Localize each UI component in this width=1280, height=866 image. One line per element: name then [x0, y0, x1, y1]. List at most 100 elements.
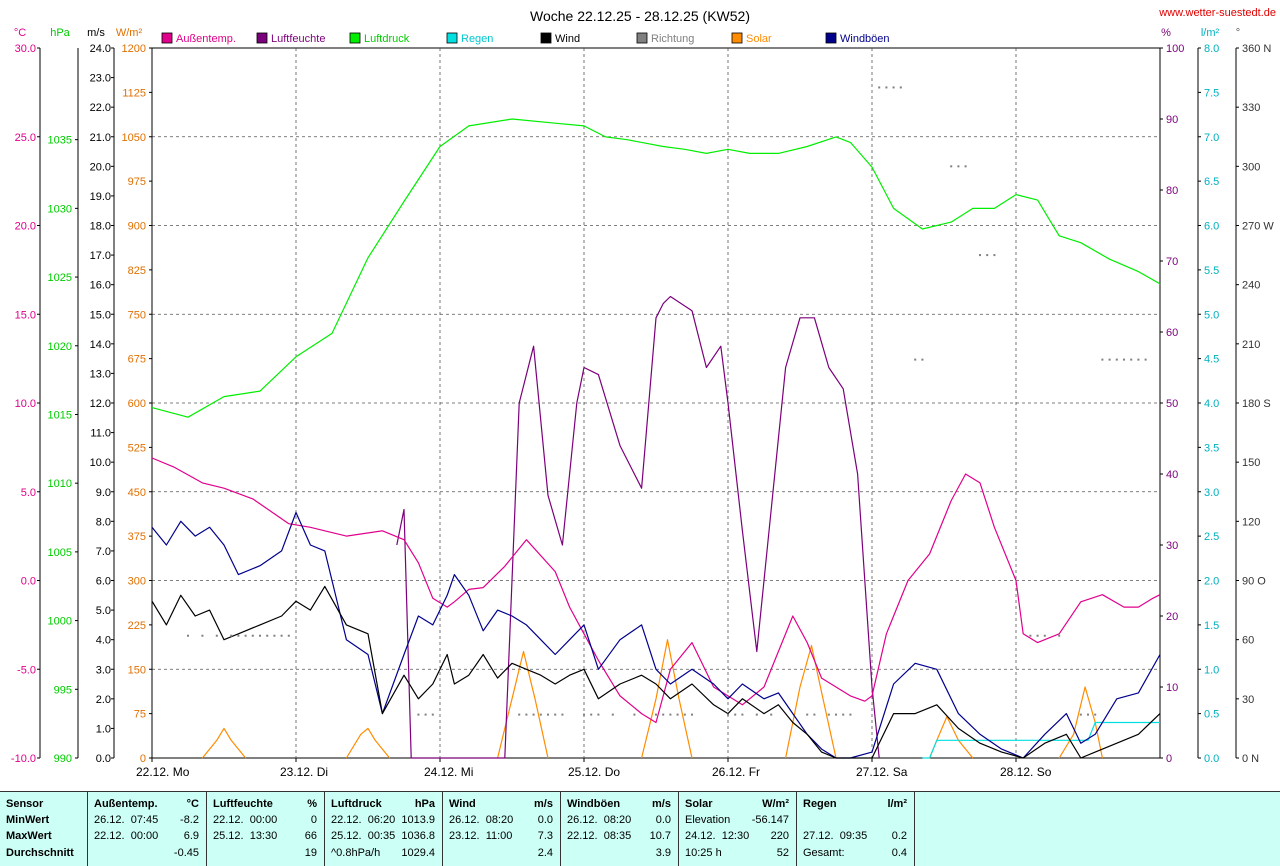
direction-tick-label: 60 — [1242, 635, 1254, 647]
stats-cell-value: 10.7 — [649, 830, 671, 842]
direction-point — [835, 713, 837, 716]
stats-header-label: Sensor — [6, 798, 44, 810]
legend-swatch — [161, 32, 173, 44]
series-solar — [641, 639, 693, 759]
direction-point — [842, 713, 845, 716]
rain-tick-label: 3.0 — [1204, 487, 1219, 499]
direction-point — [899, 86, 902, 89]
wind-tick-label: 11.0 — [90, 428, 111, 440]
rain-tick-label: 7.0 — [1204, 132, 1219, 144]
stats-column: Außentemp. °C 26.12. 07:45 -8.2 22.12. 00:00… — [88, 792, 207, 866]
stats-header-unit: m/s — [534, 798, 553, 810]
rain-tick-label: 4.0 — [1204, 398, 1219, 410]
stats-column: Luftdruck hPa 22.12. 06:20 1013.9 25.12. 00:… — [325, 792, 443, 866]
direction-point — [1079, 713, 1082, 716]
stats-header-unit: % — [307, 798, 317, 810]
stats-header-unit: l/m² — [887, 798, 907, 810]
temp-tick-label: -10.0 — [11, 753, 36, 765]
rain-tick-label: 0.5 — [1204, 709, 1219, 721]
axes: 30.0 25.0 20.0 15.0 10.0 5.0 0.0 -5.0 -10.0 1035 1… — [11, 43, 1274, 779]
legend-item: Wind — [555, 33, 580, 45]
direction-point — [892, 86, 895, 89]
direction-point — [532, 713, 535, 716]
humidity-tick-label: 10 — [1166, 682, 1178, 694]
direction-point — [849, 713, 852, 716]
direction-point — [417, 713, 420, 716]
direction-point — [215, 634, 218, 637]
rain-tick-label: 7.5 — [1204, 87, 1219, 99]
rain-tick-label: 3.5 — [1204, 442, 1219, 454]
stats-cell-value: 66 — [304, 830, 317, 842]
source-link[interactable]: www.wetter-suestedt.de — [1158, 7, 1276, 19]
direction-point — [633, 713, 636, 716]
solar-tick-label: 1125 — [122, 87, 146, 99]
stats-cell-value: -8.2 — [180, 814, 199, 826]
wind-tick-label: 8.0 — [96, 516, 111, 528]
humidity-tick-label: 90 — [1166, 114, 1178, 126]
wind-tick-label: 14.0 — [90, 339, 111, 351]
direction-point — [1043, 634, 1046, 637]
stats-cell-value: 1029.4 — [401, 847, 435, 859]
direction-point — [259, 634, 261, 637]
stats-column: Luftfeuchte% 22.12. 00:00 0 25.12. 13:30 66 1… — [207, 792, 325, 866]
stats-header-label: Windböen — [567, 798, 621, 810]
direction-point — [590, 713, 593, 716]
humidity-tick-label: 80 — [1166, 185, 1178, 197]
solar-unit: W/m² — [116, 27, 143, 39]
stats-cell-value: 1036.8 — [401, 830, 435, 842]
temp-tick-label: 0.0 — [21, 576, 36, 588]
series-regen — [922, 721, 1160, 759]
rain-tick-label: 5.5 — [1204, 265, 1219, 277]
direction-tick-label: 240 — [1242, 280, 1260, 292]
stats-table: Sensor MinWert MaxWert Durchschnitt Außentem… — [0, 791, 1280, 866]
stats-header-label: Regen — [803, 798, 837, 810]
temp-tick-label: 5.0 — [21, 487, 36, 499]
solar-tick-label: 300 — [128, 576, 146, 588]
direction-point — [251, 634, 254, 637]
rain-tick-label: 1.0 — [1204, 664, 1219, 676]
wind-tick-label: 21.0 — [90, 132, 111, 144]
direction-point — [187, 634, 189, 637]
wind-tick-label: 0.0 — [96, 753, 111, 765]
stats-cell-time: 23.12. 11:00 — [449, 830, 513, 842]
direction-point — [287, 634, 290, 637]
direction-point — [280, 634, 283, 637]
legend-item: Regen — [461, 33, 493, 45]
direction-point — [1130, 358, 1133, 361]
direction-point — [230, 634, 233, 637]
pressure-tick-label: 1005 — [48, 547, 72, 559]
direction-point — [921, 358, 924, 361]
wind-tick-label: 23.0 — [90, 73, 111, 85]
wind-tick-label: 17.0 — [90, 250, 111, 262]
temp-tick-label: 15.0 — [15, 309, 36, 321]
solar-tick-label: 225 — [128, 620, 146, 632]
wind-tick-label: 22.0 — [90, 102, 111, 114]
stats-header-label: Luftdruck — [331, 798, 382, 810]
pressure-tick-label: 1020 — [48, 341, 72, 353]
solar-tick-label: 600 — [128, 398, 146, 410]
direction-point — [734, 713, 737, 716]
direction-tick-label: 360 N — [1242, 43, 1271, 55]
stats-cell-value: 19 — [304, 847, 317, 859]
direction-point — [691, 713, 693, 716]
legend-item: Windböen — [840, 33, 890, 45]
weather-chart: Woche 22.12.25 - 28.12.25 (KW52) www.wet… — [11, 7, 1276, 779]
x-tick-label: 25.12. Do — [568, 765, 620, 779]
x-tick-label: 26.12. Fr — [712, 765, 760, 779]
series-auentemp — [151, 457, 1161, 724]
direction-point — [676, 713, 679, 716]
wind-tick-label: 1.0 — [96, 723, 111, 735]
direction-tick-label: 180 S — [1242, 398, 1271, 410]
direction-point — [1137, 358, 1140, 361]
humidity-tick-label: 60 — [1166, 327, 1178, 339]
stats-cell-value: 6.9 — [183, 830, 199, 842]
stats-cell-value: -56.147 — [751, 814, 789, 826]
stats-cell-time: Gesamt: — [803, 847, 845, 859]
x-tick-label: 22.12. Mo — [136, 765, 190, 779]
direction-point — [1123, 358, 1125, 361]
stats-cell-value: 0.0 — [655, 814, 671, 826]
series-luftfeuchte — [396, 295, 880, 759]
direction-point — [1108, 358, 1111, 361]
wind-tick-label: 13.0 — [90, 368, 111, 380]
direction-tick-label: 0 N — [1242, 753, 1259, 765]
